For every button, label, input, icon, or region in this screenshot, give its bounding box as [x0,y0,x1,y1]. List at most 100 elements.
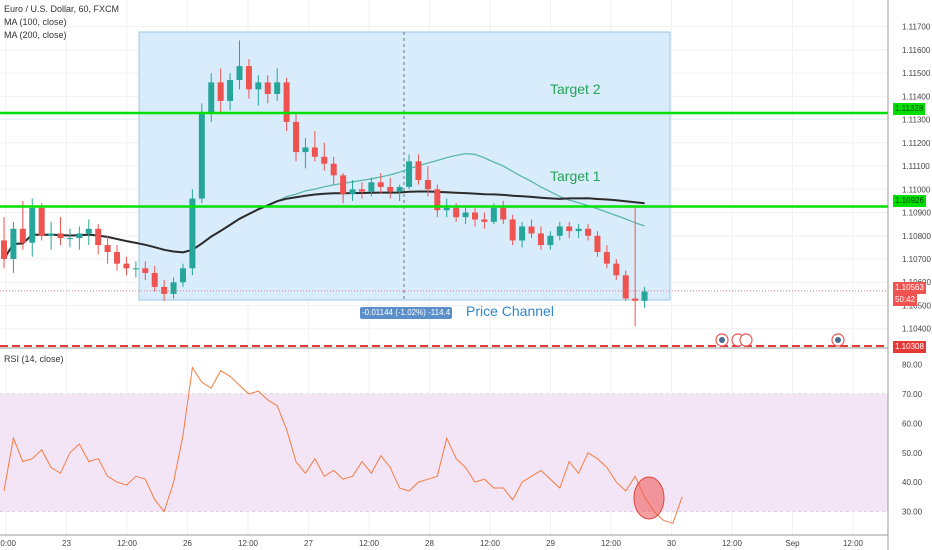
candle-body [311,147,318,157]
candle-body [264,82,271,94]
target2-label[interactable]: Target 2 [550,81,601,97]
price-axis-tick: 1.10400 [902,325,931,334]
candle-body [217,82,224,101]
candle-body [330,163,337,176]
time-axis-tick: 23 [62,539,71,548]
event-icon [739,333,753,347]
rsi-axis-tick: 50.00 [902,449,923,458]
candle-body [198,112,205,199]
candle-body [142,268,149,273]
candle-body [57,233,64,239]
candle-body [396,186,403,192]
candle-body [208,82,215,113]
measure-readout: -0.01144 (-1.02%) -114.4 [360,307,453,319]
time-axis-tick: 12:00 [843,539,864,548]
time-axis-tick: 12:00 [238,539,259,548]
candle-body [594,235,601,253]
price-axis-tick: 1.11500 [902,69,931,78]
rsi-axis-tick: 30.00 [902,508,923,517]
candle-body [76,233,83,239]
time-axis-tick: 28 [425,539,434,548]
candle-body [481,219,488,222]
target1-label[interactable]: Target 1 [550,168,601,184]
candle-body [547,235,554,246]
ma200-line [3,190,645,260]
ma200-legend[interactable]: MA (200, close) [4,30,67,40]
time-axis-tick: 29 [546,539,555,548]
price-channel-label[interactable]: Price Channel [466,303,554,319]
candle-body [321,156,328,164]
candle-body [462,212,469,218]
price-axis-tick: 1.10800 [902,232,931,241]
time-axis-tick: 12:00 [722,539,743,548]
candle-body [38,207,45,236]
event-icons[interactable] [715,333,845,347]
candle-body [66,238,73,240]
candle-body [227,80,234,101]
candle-body [19,228,26,243]
candle-body [603,252,610,264]
price-axis-tick: 1.10900 [902,209,931,218]
candle-body [632,298,639,301]
rsi-polyline [3,366,683,524]
bar-countdown-tag: 50:42 [893,294,918,306]
candle-body [424,179,431,190]
candle-body [151,272,158,287]
candle-body [509,219,516,241]
candle-body [406,161,413,187]
level-mid-tag: 1.10926 [893,195,926,207]
price-axis-tick: 1.11000 [902,185,931,194]
candle-body [349,189,356,194]
candle-body [48,233,55,236]
price-axis-tick: 1.11700 [902,23,931,32]
time-axis-tick: 12:00 [480,539,501,548]
time-axis-tick: 30 [667,539,676,548]
time-axis-tick: 12:00 [601,539,622,548]
price-channel-measure-box[interactable] [138,31,671,301]
rsi-highlight-circle[interactable] [633,476,665,520]
time-axis-tick: 27 [304,539,313,548]
candle-body [500,207,507,220]
time-axis-tick: 20:00 [0,539,17,548]
rsi-legend[interactable]: RSI (14, close) [4,354,64,364]
candle-body [519,226,526,241]
candle-body [472,212,478,220]
time-axis-tick: 12:00 [117,539,138,548]
candle-body [293,121,300,153]
rsi-axis-tick: 60.00 [902,419,923,428]
candle-body [358,189,365,192]
candle-body [415,161,422,180]
ma200-polyline [3,190,645,260]
candle-body [641,291,648,301]
candle-body [132,268,139,270]
candle-body [585,228,592,236]
candle-body [104,245,111,253]
candle-body [123,263,130,269]
candle-body [453,207,460,218]
candle-body [490,207,497,222]
candle-body [443,207,450,211]
candle-body [283,82,290,122]
candle-body [179,268,186,283]
candle-body [95,228,102,246]
time-axis-tick: 26 [183,539,192,548]
candle-body [245,66,252,90]
rsi-series [3,366,683,524]
rsi-axis-tick: 70.00 [902,390,923,399]
candle-body [274,82,281,94]
candle-body [114,252,121,264]
current-price-tag: 1.10563 [893,282,926,294]
level-top-tag: 1.11328 [893,103,926,115]
candle-body [528,226,535,234]
candle-body [537,233,544,246]
candle-body [613,263,620,276]
candle-body [368,182,375,192]
candle-body [377,182,384,187]
candle-body [29,207,36,243]
symbol-legend[interactable]: Euro / U.S. Dollar, 60, FXCM [4,4,120,14]
rsi-axis-tick: 40.00 [902,478,923,487]
price-axis-tick: 1.10700 [902,255,931,264]
bottom-level-tag: 1.10308 [893,341,926,353]
ma100-legend[interactable]: MA (100, close) [4,17,67,27]
